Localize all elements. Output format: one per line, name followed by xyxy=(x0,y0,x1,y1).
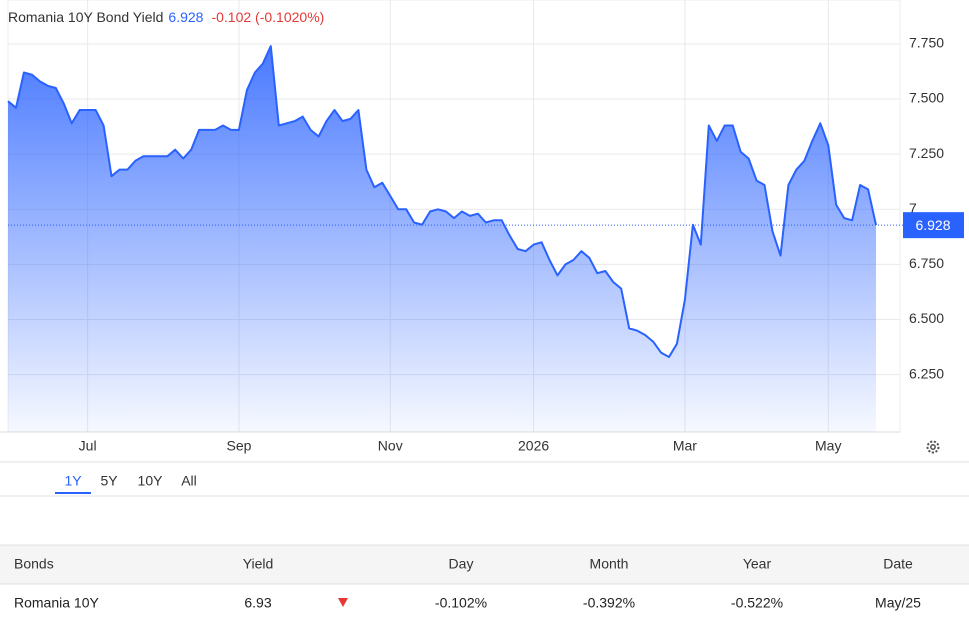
table-header: Bonds xyxy=(14,556,54,572)
area xyxy=(8,46,876,432)
y-tick-label: 7.250 xyxy=(909,145,944,161)
table-cell: -0.102% xyxy=(435,595,487,611)
table-header: Year xyxy=(743,556,772,572)
last-value: 6.928 xyxy=(168,9,203,25)
x-tick-label: May xyxy=(815,438,841,454)
x-tick-label: Sep xyxy=(226,438,251,454)
x-tick-label: Nov xyxy=(378,438,403,454)
table-cell[interactable]: Romania 10Y xyxy=(14,595,99,611)
y-tick-label: 6.500 xyxy=(909,310,944,326)
table-header: Date xyxy=(883,556,913,572)
range-tab[interactable]: All xyxy=(181,473,197,489)
last-value-label: 6.928 xyxy=(915,217,950,233)
y-tick-label: 7 xyxy=(909,200,917,216)
change: -0.102 (-0.1020%) xyxy=(211,9,324,25)
down-arrow xyxy=(338,598,348,607)
table-cell: 6.93 xyxy=(244,595,271,611)
table-header-bg xyxy=(0,545,969,584)
y-tick-label: 7.750 xyxy=(909,35,944,51)
y-tick-label: 7.500 xyxy=(909,90,944,106)
y-tick-label: 6.250 xyxy=(909,365,944,381)
table: Bonds Yield Day Month Year Date Romania 10Y 6.9… xyxy=(14,556,921,611)
table-header: Yield xyxy=(243,556,274,572)
chart-title: Romania 10Y Bond Yield xyxy=(8,9,163,25)
settings-button[interactable] xyxy=(926,440,940,454)
table-cell: May/25 xyxy=(875,595,921,611)
table-cell: -0.392% xyxy=(583,595,635,611)
range-tab[interactable]: 1Y xyxy=(64,473,82,489)
active-tab-underline xyxy=(55,492,91,494)
chart: 6.250 6.500 6.750 7 7.250 7.500 7.750 Jul Sep Nov… xyxy=(0,0,964,454)
x-tick-label: Jul xyxy=(79,438,97,454)
table-cell: -0.522% xyxy=(731,595,783,611)
range-tab[interactable]: 5Y xyxy=(100,473,118,489)
last-value-badge xyxy=(903,212,964,239)
x-tick-label: Mar xyxy=(673,438,697,454)
table-header: Month xyxy=(590,556,629,572)
x-tick-label: 2026 xyxy=(518,438,549,454)
range-tab[interactable]: 10Y xyxy=(138,473,164,489)
chart-header: Romania 10Y Bond Yield 6.928 -0.102 (-0.10… xyxy=(8,9,324,25)
table-header: Day xyxy=(449,556,474,572)
line xyxy=(7,45,877,358)
y-tick-label: 6.750 xyxy=(909,255,944,271)
range-tabs: 1Y 5Y 10Y All xyxy=(55,473,197,494)
